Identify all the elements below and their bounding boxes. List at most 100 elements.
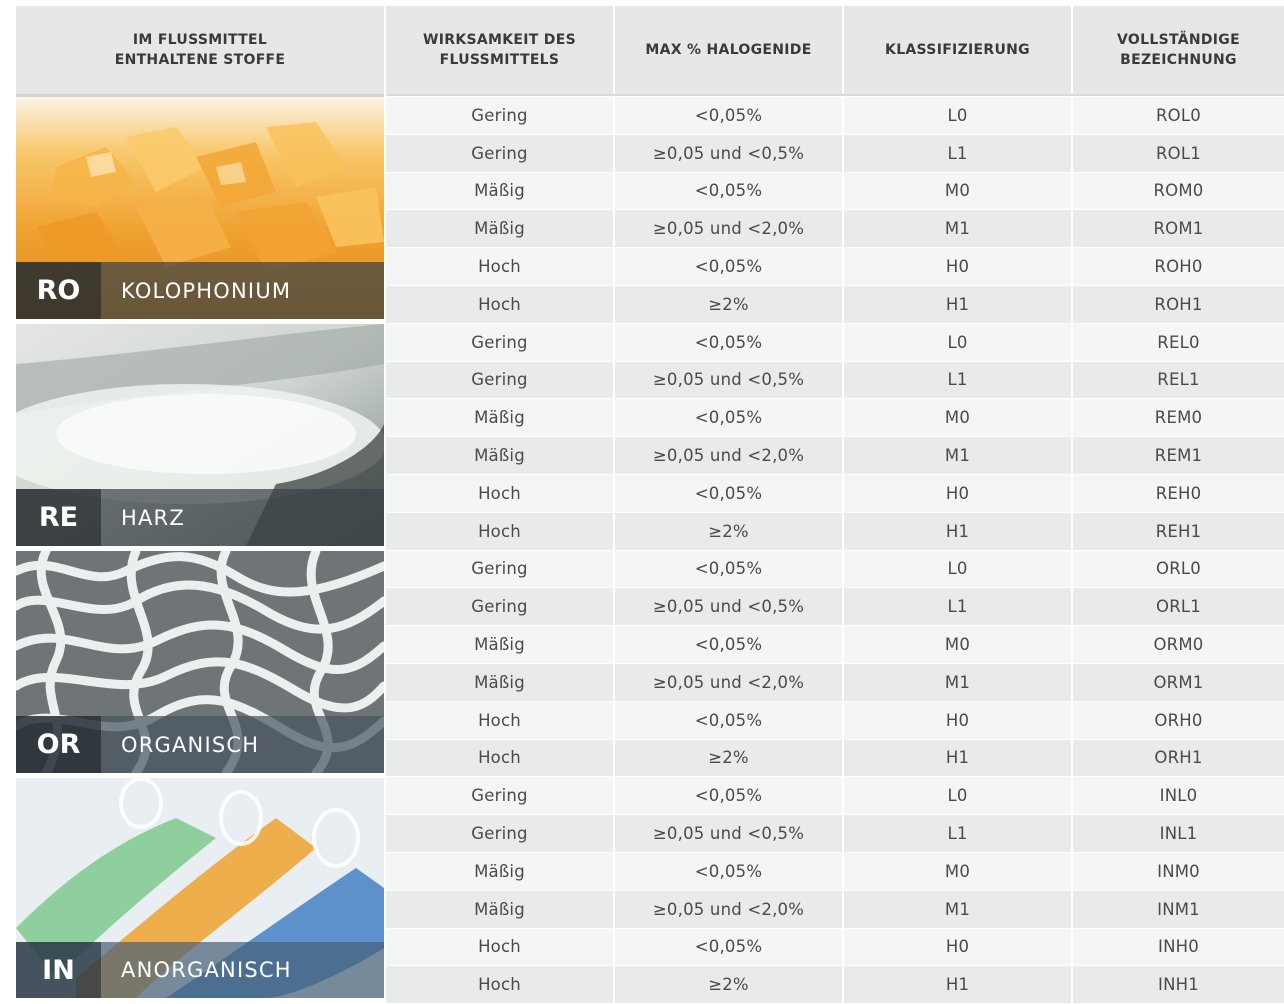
effectiveness-cell: Gering bbox=[386, 134, 615, 172]
designation-cell: ROH1 bbox=[1154, 294, 1203, 314]
effectiveness-cell: Mäßig bbox=[386, 663, 615, 701]
material-label-re: RE HARZ bbox=[16, 489, 384, 546]
flux-classification-table: IM FLUSSMITTEL ENTHALTENE STOFFE WIRKSAM… bbox=[16, 6, 1284, 1004]
designation-cell: ROL0 bbox=[1156, 105, 1201, 125]
table-row: Mäßig <0,05% M0 REM0 bbox=[386, 399, 1284, 438]
designation-cell: REH1 bbox=[1155, 521, 1202, 541]
effectiveness-cell: Mäßig bbox=[386, 437, 615, 474]
classification-cell: M0 bbox=[844, 172, 1073, 210]
max-halides-cell: <0,05% bbox=[615, 550, 844, 588]
classification-cell: H0 bbox=[844, 474, 1073, 512]
material-name: ORGANISCH bbox=[101, 716, 384, 773]
effectiveness-cell: Gering bbox=[386, 815, 615, 852]
max-halides-cell: ≥0,05 und <2,0% bbox=[615, 437, 844, 474]
material-code: RE bbox=[16, 489, 101, 546]
material-code: OR bbox=[16, 716, 101, 773]
material-panel-or: OR ORGANISCH bbox=[16, 551, 384, 773]
table-row: Mäßig ≥0,05 und <2,0% M1 INM1 bbox=[386, 890, 1284, 929]
effectiveness-cell: Hoch bbox=[386, 701, 615, 739]
header-effectiveness: WIRKSAMKEIT DES FLUSSMITTELS bbox=[386, 6, 613, 94]
header-classification: KLASSIFIZIERUNG bbox=[844, 6, 1071, 94]
effectiveness-cell: Gering bbox=[386, 777, 615, 815]
classification-cell: M1 bbox=[844, 210, 1073, 248]
designation-cell: ORL1 bbox=[1156, 597, 1201, 617]
table-row: Hoch ≥2% H1 REH1 bbox=[386, 512, 1284, 551]
table-row: Hoch ≥2% H1 ROH1 bbox=[386, 285, 1284, 324]
max-halides-cell: <0,05% bbox=[615, 399, 844, 437]
designation-cell: INH0 bbox=[1158, 937, 1199, 957]
classification-cell: H0 bbox=[844, 928, 1073, 966]
classification-cell: L1 bbox=[844, 134, 1073, 172]
designation-cell: INL0 bbox=[1159, 786, 1198, 806]
designation-cell: REM0 bbox=[1154, 408, 1203, 428]
header-full-designation-label: VOLLSTÄNDIGE BEZEICHNUNG bbox=[1117, 32, 1240, 68]
material-code: RO bbox=[16, 262, 101, 319]
material-panel-re: RE HARZ bbox=[16, 324, 384, 546]
classification-cell: H1 bbox=[844, 739, 1073, 777]
effectiveness-cell: Mäßig bbox=[386, 852, 615, 890]
header-max-halides: MAX % HALOGENIDE bbox=[615, 6, 842, 94]
effectiveness-cell: Mäßig bbox=[386, 890, 615, 928]
classification-cell: L0 bbox=[844, 550, 1073, 588]
max-halides-cell: ≥2% bbox=[615, 512, 844, 550]
designation-cell: ROM0 bbox=[1153, 181, 1204, 201]
effectiveness-cell: Hoch bbox=[386, 285, 615, 323]
effectiveness-cell: Hoch bbox=[386, 512, 615, 550]
table-row: Gering ≥0,05 und <0,5% L1 ORL1 bbox=[386, 588, 1284, 627]
max-halides-cell: ≥2% bbox=[615, 739, 844, 777]
classification-cell: L1 bbox=[844, 815, 1073, 852]
classification-grid: Gering <0,05% L0 ROL0 Gering ≥0,05 und <0,5% L… bbox=[386, 97, 1284, 1004]
designation-cell: ORL0 bbox=[1156, 559, 1201, 579]
designation-cell: ORM1 bbox=[1153, 672, 1204, 692]
table-row: Hoch ≥2% H1 ORH1 bbox=[386, 739, 1284, 778]
header-full-designation: VOLLSTÄNDIGE BEZEICHNUNG bbox=[1073, 6, 1284, 94]
designation-cell: REH0 bbox=[1155, 483, 1202, 503]
designation-cell: INH1 bbox=[1158, 975, 1199, 995]
table-row: Gering <0,05% L0 INL0 bbox=[386, 777, 1284, 816]
designation-cell: REM1 bbox=[1154, 446, 1203, 466]
max-halides-cell: <0,05% bbox=[615, 928, 844, 966]
max-halides-cell: ≥2% bbox=[615, 966, 844, 1004]
classification-cell: L0 bbox=[844, 777, 1073, 815]
table-row: Gering <0,05% L0 ROL0 bbox=[386, 97, 1284, 135]
designation-cell: ROH0 bbox=[1154, 257, 1203, 277]
effectiveness-cell: Hoch bbox=[386, 739, 615, 777]
max-halides-cell: <0,05% bbox=[615, 172, 844, 210]
max-halides-cell: ≥2% bbox=[615, 285, 844, 323]
classification-cell: M0 bbox=[844, 399, 1073, 437]
effectiveness-cell: Mäßig bbox=[386, 172, 615, 210]
effectiveness-cell: Mäßig bbox=[386, 210, 615, 248]
material-code: IN bbox=[16, 942, 101, 998]
max-halides-cell: <0,05% bbox=[615, 701, 844, 739]
classification-cell: H1 bbox=[844, 512, 1073, 550]
classification-cell: H0 bbox=[844, 248, 1073, 285]
max-halides-cell: ≥0,05 und <2,0% bbox=[615, 890, 844, 928]
table-row: Gering <0,05% L0 REL0 bbox=[386, 323, 1284, 362]
table-row: Hoch <0,05% H0 ORH0 bbox=[386, 701, 1284, 740]
max-halides-cell: <0,05% bbox=[615, 852, 844, 890]
header-max-halides-label: MAX % HALOGENIDE bbox=[645, 42, 812, 58]
max-halides-cell: <0,05% bbox=[615, 323, 844, 361]
classification-cell: M0 bbox=[844, 626, 1073, 663]
effectiveness-cell: Hoch bbox=[386, 474, 615, 512]
classification-cell: H1 bbox=[844, 966, 1073, 1004]
max-halides-cell: ≥0,05 und <0,5% bbox=[615, 361, 844, 399]
max-halides-cell: ≥0,05 und <2,0% bbox=[615, 210, 844, 248]
material-name: KOLOPHONIUM bbox=[101, 262, 384, 319]
classification-cell: M1 bbox=[844, 437, 1073, 474]
header-divider-left bbox=[16, 94, 384, 97]
table-row: Gering <0,05% L0 ORL0 bbox=[386, 550, 1284, 589]
table-row: Gering ≥0,05 und <0,5% L1 ROL1 bbox=[386, 134, 1284, 173]
table-row: Mäßig ≥0,05 und <2,0% M1 REM1 bbox=[386, 437, 1284, 475]
classification-cell: L0 bbox=[844, 323, 1073, 361]
material-panel-in: IN ANORGANISCH bbox=[16, 778, 384, 998]
effectiveness-cell: Mäßig bbox=[386, 626, 615, 663]
max-halides-cell: ≥0,05 und <0,5% bbox=[615, 134, 844, 172]
classification-cell: M1 bbox=[844, 663, 1073, 701]
classification-cell: H0 bbox=[844, 701, 1073, 739]
effectiveness-cell: Gering bbox=[386, 361, 615, 399]
table-row: Mäßig <0,05% M0 ROM0 bbox=[386, 172, 1284, 211]
effectiveness-cell: Gering bbox=[386, 97, 615, 134]
material-label-in: IN ANORGANISCH bbox=[16, 942, 384, 998]
classification-cell: M0 bbox=[844, 852, 1073, 890]
